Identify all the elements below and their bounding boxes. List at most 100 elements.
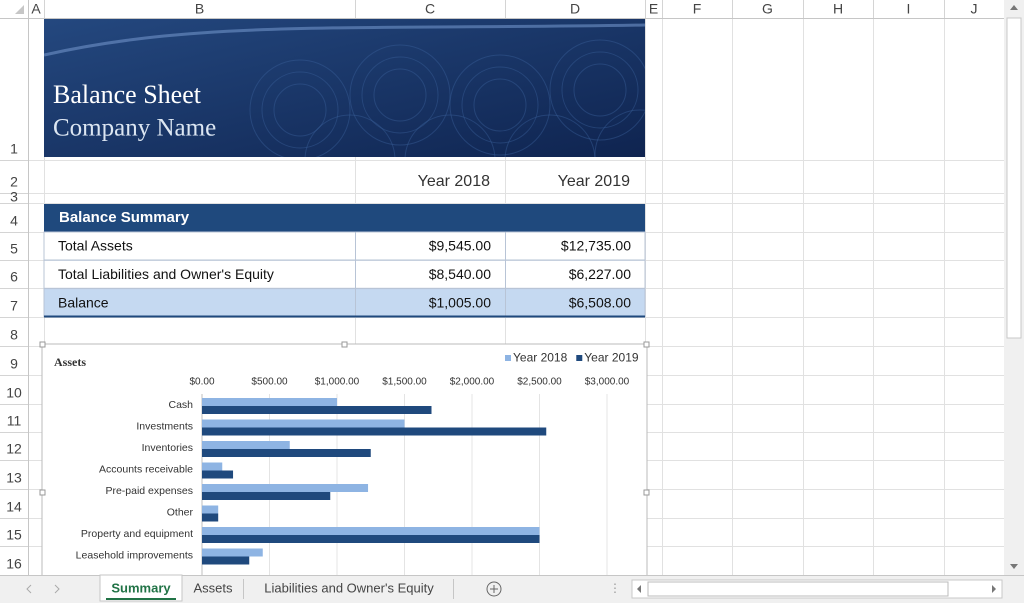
column-header[interactable]: E <box>649 1 658 17</box>
summary-value: $6,227.00 <box>569 266 631 282</box>
column-header[interactable]: G <box>762 1 773 17</box>
vertical-scrollbar[interactable] <box>1004 0 1024 575</box>
sheet-tab[interactable]: Summary <box>111 580 171 595</box>
column-header[interactable]: D <box>570 1 580 17</box>
tab-scroll-right[interactable] <box>54 584 60 594</box>
tab-scroll-left[interactable] <box>26 584 32 594</box>
active-tab[interactable] <box>99 574 183 602</box>
scroll-down[interactable] <box>1010 564 1018 569</box>
select-all[interactable] <box>15 5 24 14</box>
summary-label: Total Assets <box>58 238 133 254</box>
row-header[interactable]: 15 <box>6 527 22 543</box>
sheet-tab[interactable]: Assets <box>193 580 233 595</box>
row-header[interactable]: 10 <box>6 385 22 401</box>
bar <box>202 449 371 457</box>
column-header[interactable]: A <box>31 1 41 17</box>
legend-label: Year 2019 <box>584 351 639 365</box>
row-header[interactable]: 9 <box>10 356 18 372</box>
scroll-left[interactable] <box>637 585 641 593</box>
resize-handle[interactable] <box>39 489 46 496</box>
summary-row <box>43 259 646 289</box>
scrollbar-thumb[interactable] <box>647 581 949 597</box>
x-tick-label: $500.00 <box>251 377 288 388</box>
row-header-bar <box>0 18 28 575</box>
bar <box>202 548 263 557</box>
scrollbar-thumb[interactable] <box>1006 17 1022 339</box>
column-header[interactable]: J <box>971 1 978 17</box>
summary-header <box>44 204 645 232</box>
row-header[interactable]: 5 <box>10 241 18 257</box>
y-tick-label: Property and equipment <box>81 528 193 540</box>
bar <box>202 406 432 414</box>
column-header[interactable]: B <box>195 1 204 17</box>
legend-swatch <box>576 355 583 361</box>
y-tick-label: Investments <box>136 420 193 432</box>
banner-title: Balance Sheet <box>53 80 202 109</box>
row-header[interactable]: 3 <box>10 189 18 205</box>
banner: Balance Sheet Company Name <box>44 18 645 157</box>
scroll-up[interactable] <box>1010 5 1018 10</box>
column-header[interactable]: I <box>907 1 911 17</box>
add-sheet-icon <box>490 585 498 593</box>
x-tick-label: $3,000.00 <box>585 377 630 388</box>
x-tick-label: $1,500.00 <box>382 377 427 388</box>
row-header[interactable]: 14 <box>6 499 22 515</box>
resize-handle[interactable] <box>341 341 348 348</box>
splitter[interactable]: ⋮ <box>609 581 621 595</box>
sheet-tab[interactable]: Liabilities and Owner's Equity <box>264 580 434 595</box>
summary-value: $9,545.00 <box>429 238 491 254</box>
summary-label: Balance <box>58 294 109 310</box>
resize-handle[interactable] <box>39 341 46 348</box>
bar <box>202 427 547 436</box>
banner-background <box>44 18 645 157</box>
column-header[interactable]: H <box>833 1 843 17</box>
legend-label: Year 2018 <box>513 351 568 365</box>
row-header[interactable]: 7 <box>10 298 18 314</box>
y-tick-label: Leasehold improvements <box>76 549 193 561</box>
sheet-area: Balance Sheet Company Name Year 2018 Yea… <box>28 18 1004 575</box>
resize-handle[interactable] <box>643 489 650 496</box>
summary-value: $6,508.00 <box>569 294 631 310</box>
row-header[interactable]: 11 <box>7 413 22 429</box>
year-header: Year 2018 <box>418 173 490 190</box>
column-header[interactable]: F <box>693 1 702 17</box>
y-tick-label: Cash <box>168 399 193 411</box>
y-tick-label: Other <box>167 506 194 518</box>
bar <box>202 398 337 406</box>
balance-summary-table: Balance Summary Total Assets $9,545.00 $12… <box>43 204 646 318</box>
bar <box>202 535 540 543</box>
x-tick-label: $0.00 <box>189 377 214 388</box>
scroll-right[interactable] <box>992 585 996 593</box>
chart-title: Assets <box>54 355 86 369</box>
summary-row <box>43 288 646 318</box>
row-header[interactable]: 2 <box>10 174 18 190</box>
year-header: Year 2019 <box>558 173 630 190</box>
bar <box>202 513 219 522</box>
y-tick-label: Inventories <box>142 442 193 454</box>
summary-value: $1,005.00 <box>429 294 491 310</box>
row-header[interactable]: 4 <box>10 213 18 229</box>
summary-label: Total Liabilities and Owner's Equity <box>58 266 274 282</box>
resize-handle[interactable] <box>643 341 650 348</box>
bar <box>202 419 405 428</box>
x-tick-label: $2,000.00 <box>450 377 495 388</box>
add-sheet[interactable] <box>486 581 502 597</box>
column-header[interactable]: C <box>425 1 435 17</box>
bar <box>202 484 369 492</box>
bar <box>202 527 540 535</box>
chart: Assets $0.00 $500.00 $1,000.00 $1,500.00 $2,… <box>39 341 650 575</box>
bar <box>202 441 290 449</box>
row-header[interactable]: 6 <box>10 269 18 285</box>
banner-pattern <box>44 23 645 157</box>
y-tick-label: Pre-paid expenses <box>105 485 193 497</box>
summary-title: Balance Summary <box>59 209 190 226</box>
column-header-bar <box>0 0 1004 18</box>
row-header[interactable]: 12 <box>6 441 22 457</box>
row-header[interactable]: 1 <box>10 141 18 157</box>
row-header[interactable]: 13 <box>6 470 22 486</box>
x-tick-label: $1,000.00 <box>315 377 360 388</box>
bar <box>202 462 223 471</box>
row-header[interactable]: 16 <box>6 556 22 572</box>
row-header[interactable]: 8 <box>10 327 18 343</box>
